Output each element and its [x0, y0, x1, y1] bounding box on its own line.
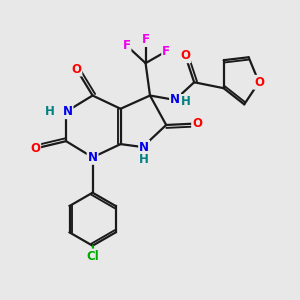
Text: O: O	[71, 62, 81, 76]
Text: Cl: Cl	[86, 250, 99, 262]
Text: O: O	[192, 117, 202, 130]
Text: O: O	[30, 142, 40, 155]
Text: H: H	[139, 153, 149, 166]
Text: F: F	[142, 33, 150, 46]
Text: H: H	[45, 105, 55, 118]
Text: H: H	[181, 95, 191, 108]
Text: N: N	[170, 93, 180, 106]
Text: O: O	[254, 76, 264, 89]
Text: F: F	[162, 45, 170, 58]
Text: F: F	[122, 39, 130, 52]
Text: O: O	[180, 49, 190, 62]
Text: N: N	[139, 141, 149, 154]
Text: N: N	[63, 105, 73, 118]
Text: N: N	[88, 151, 98, 164]
